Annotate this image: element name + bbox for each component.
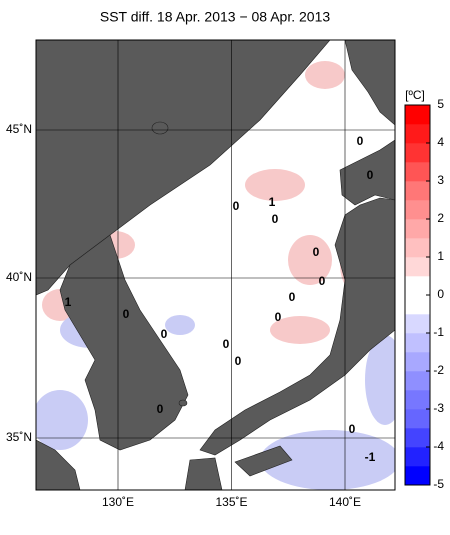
colorbar-segment xyxy=(405,352,430,372)
colorbar-tick-label: -5 xyxy=(433,477,444,491)
colorbar-segment xyxy=(405,105,430,125)
lon-label: 130˚E xyxy=(102,495,134,509)
contour-label: 1 xyxy=(269,195,276,209)
colorbar-unit: [ºC] xyxy=(405,88,425,102)
cool-anomaly xyxy=(260,430,395,490)
contour-label: 0 xyxy=(233,199,240,213)
colorbar-tick-label: -4 xyxy=(433,439,444,453)
land-shikoku xyxy=(234,445,293,477)
colorbar-segment xyxy=(405,200,430,220)
contour-label: 0 xyxy=(367,168,374,182)
colorbar-segment xyxy=(405,162,430,182)
cool-anomaly xyxy=(365,335,395,425)
colorbar-tick-label: 4 xyxy=(437,135,444,149)
contour-label: 0 xyxy=(349,422,356,436)
contour-label: 0 xyxy=(275,310,282,324)
colorbar-segment xyxy=(405,314,430,334)
land-island xyxy=(151,121,169,135)
colorbar-segment xyxy=(405,371,430,391)
lat-label: 45˚N xyxy=(6,122,32,136)
warm-anomaly xyxy=(245,169,305,201)
colorbar-tick-label: 5 xyxy=(437,97,444,111)
cool-anomaly xyxy=(165,315,195,335)
colorbar-tick-label: 1 xyxy=(437,249,444,263)
land-kyushu xyxy=(184,457,223,490)
warm-anomaly xyxy=(288,235,332,285)
contour-label: 0 xyxy=(272,212,279,226)
contour-label: 0 xyxy=(235,354,242,368)
colorbar-tick-label: -1 xyxy=(433,325,444,339)
contour-label: 0 xyxy=(123,307,130,321)
colorbar-segment xyxy=(405,276,430,296)
colorbar-segment xyxy=(405,428,430,448)
colorbar-segment xyxy=(405,181,430,201)
colorbar-tick-label: 0 xyxy=(437,287,444,301)
colorbar-segment xyxy=(405,143,430,163)
colorbar-segment xyxy=(405,466,430,486)
colorbar-tick-label: 2 xyxy=(437,211,444,225)
cool-anomaly xyxy=(36,390,88,450)
contour-label: 0 xyxy=(223,337,230,351)
contour-label: -1 xyxy=(365,450,376,464)
map-frame xyxy=(35,39,396,491)
contour-label: 0 xyxy=(289,290,296,304)
contour-label: 0 xyxy=(357,134,364,148)
land-island xyxy=(178,399,188,407)
colorbar-segment xyxy=(405,295,430,315)
title: SST diff. 18 Apr. 2013 − 08 Apr. 2013 xyxy=(100,9,330,25)
land-china-south xyxy=(36,439,81,490)
contour-label: 1 xyxy=(65,295,72,309)
land-honshu xyxy=(199,197,395,456)
lon-label: 135˚E xyxy=(215,495,247,509)
colorbar-segment xyxy=(405,333,430,353)
colorbar-segment xyxy=(405,409,430,429)
lat-label: 40˚N xyxy=(6,270,32,284)
land-hokkaido-south xyxy=(339,139,395,206)
colorbar-segment xyxy=(405,257,430,277)
contour-label: 0 xyxy=(313,245,320,259)
lon-label: 140˚E xyxy=(329,495,361,509)
colorbar-segment xyxy=(405,238,430,258)
colorbar-tick-label: 3 xyxy=(437,173,444,187)
contour-label: 0 xyxy=(161,327,168,341)
contour-label: 0 xyxy=(319,274,326,288)
colorbar-segment xyxy=(405,447,430,467)
colorbar-segment xyxy=(405,124,430,144)
colorbar-segment xyxy=(405,390,430,410)
warm-anomaly xyxy=(305,61,345,89)
land-hokkaido xyxy=(344,40,395,126)
land-mainland xyxy=(36,40,331,296)
colorbar-segment xyxy=(405,219,430,239)
colorbar-tick-label: -2 xyxy=(433,363,444,377)
warm-anomaly xyxy=(270,316,330,344)
land-korea xyxy=(59,234,189,451)
map-area xyxy=(36,40,395,490)
contour-label: 0 xyxy=(157,402,164,416)
lat-label: 35˚N xyxy=(6,430,32,444)
colorbar-tick-label: -3 xyxy=(433,401,444,415)
graticule xyxy=(36,40,395,490)
